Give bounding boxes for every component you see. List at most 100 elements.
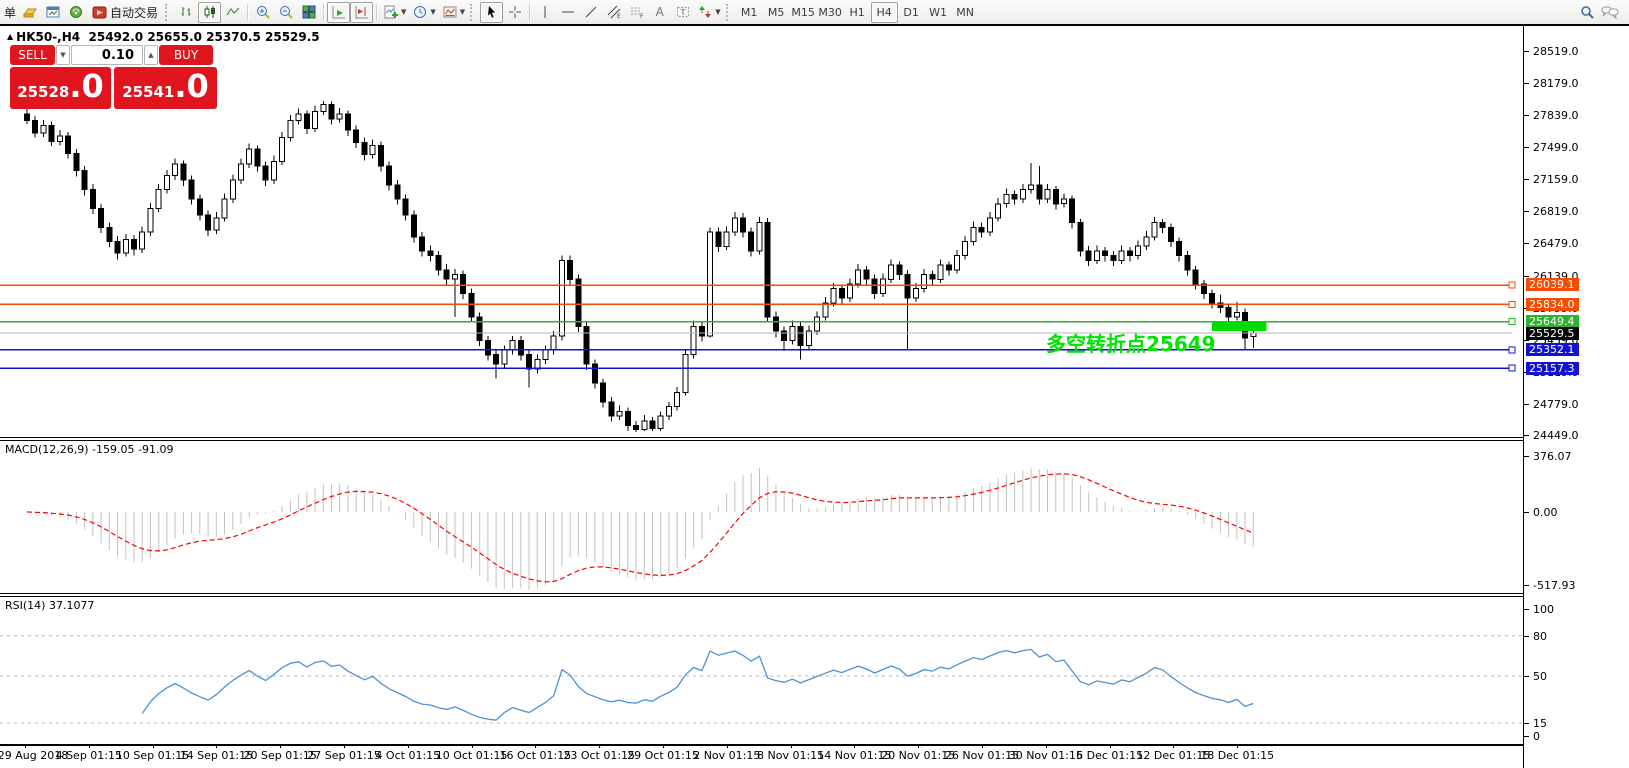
candle-body [526,354,532,370]
volume-input[interactable] [71,45,143,65]
auto-scroll-button[interactable] [327,1,351,23]
candle-body [937,264,944,280]
level-handle[interactable] [1508,346,1516,354]
channel-button[interactable]: E [602,2,625,23]
periods-icon [414,6,427,18]
timeframe-button-m1[interactable]: M1 [740,5,758,19]
highlight-box[interactable] [1212,320,1267,331]
templates-button[interactable]: ▼ [439,2,468,23]
tile-windows-button[interactable] [297,2,320,23]
timeframe-button-d1[interactable]: D1 [903,5,919,19]
level-handle[interactable] [1508,300,1516,308]
y-axis-tick [1524,83,1529,85]
candle-body [1126,250,1133,257]
timeframe-button-m5[interactable]: M5 [767,5,785,19]
fibonacci-button[interactable]: F [625,2,648,23]
text-button[interactable]: A [655,5,664,19]
community-button[interactable] [1598,2,1621,23]
zoom-in-button[interactable] [251,2,274,23]
price-axis[interactable]: 28519.0 28179.0 27839.0 27499.0 27159.0 26819… [1523,26,1629,768]
candle-body [534,358,541,370]
level-handle[interactable] [1508,281,1516,289]
candle-body [559,259,565,337]
buy-price-button[interactable]: 25541.0 [114,67,217,109]
line-chart-button[interactable] [221,2,244,23]
y-axis-tick [1524,585,1529,586]
sell-button[interactable]: SELL [10,45,55,65]
volume-increase-button[interactable]: ▲ [144,45,158,65]
time-axis[interactable]: 29 Aug 2018 4 Sep 01:15 10 Sep 01:15 14 Sep… [0,744,1523,766]
horizontal-line-button[interactable] [556,2,579,23]
toolbar-separator [247,3,249,21]
candle-body [147,208,154,233]
candlestick-chart-icon [204,6,215,18]
buy-button[interactable]: BUY [159,45,213,65]
candle-body [89,189,96,210]
profiles-button[interactable] [18,2,41,23]
candle-body [1135,245,1141,257]
candle-body [896,264,903,276]
indicators-button[interactable]: ▼ [380,2,409,23]
panel-separator[interactable] [0,593,1523,597]
sell-price-button[interactable]: 25528.0 [10,67,111,109]
candle-body [427,250,434,257]
chart-area[interactable]: ▲ HK50-,H4 25492.0 25655.0 25370.5 25529.… [0,26,1523,768]
candle-body [196,198,203,216]
timeframe-button-m30[interactable]: M30 [818,5,842,19]
timeframe-button-m15[interactable]: M15 [791,5,815,19]
collapse-arrow-icon[interactable]: ▲ [7,32,14,41]
candle-body [772,316,779,332]
toolbar-grip [725,3,732,21]
new-order-button[interactable]: 单 [2,2,18,23]
periods-button[interactable]: ▼ [409,2,438,23]
timeframe-button-h4[interactable]: H4 [870,1,898,23]
search-button[interactable] [1575,2,1598,23]
timeframe-button-h1[interactable]: H1 [849,5,865,19]
navigator-button[interactable] [64,2,87,23]
y-axis-tick-label: 376.07 [1533,449,1572,463]
dropdown-caret: ▼ [401,8,407,16]
candle-body [40,124,47,134]
volume-decrease-button[interactable]: ▼ [56,45,70,65]
y-axis-tick [1524,243,1529,245]
candle-body [641,420,648,430]
candle-body [24,113,30,122]
candle-body [254,148,261,167]
candle-body [131,239,137,250]
profiles-icon [22,8,37,18]
candle-body [1085,250,1092,261]
candle-body [1200,283,1207,294]
candle-body [452,274,458,280]
new-chart-button[interactable] [41,2,64,23]
text-label-button[interactable]: T [671,2,694,23]
candle-body [402,198,409,216]
x-axis-tick [471,744,473,748]
vertical-line-button[interactable] [533,2,556,23]
candle-body [114,241,121,254]
y-axis-tick-label: 26819.0 [1533,205,1579,219]
zoom-out-button[interactable] [274,2,297,23]
arrows-button[interactable]: ▼ [694,2,723,23]
sell-price-big-digit: .0 [69,67,104,105]
candle-body [48,124,55,142]
chart-annotation-text[interactable]: 多空转折点25649 [1046,332,1216,356]
y-axis-tick-label: 0 [1533,730,1540,743]
date-label: 18 Dec 01:15 [1200,749,1275,762]
candle-body [690,325,697,356]
timeframe-button-mn[interactable]: MN [956,5,974,19]
cursor-button[interactable] [480,1,504,23]
price-level-label: 25649.4 [1526,315,1579,329]
candlestick-chart-button[interactable] [198,1,222,23]
dropdown-caret: ▼ [430,8,436,16]
trendline-button[interactable] [579,2,602,23]
timeframe-button-w1[interactable]: W1 [929,5,948,19]
autotrade-button[interactable]: 自动交易 [87,2,163,23]
crosshair-button[interactable] [503,2,526,23]
bars-chart-button[interactable] [175,2,198,23]
candle-body [674,392,681,408]
level-handle[interactable] [1508,364,1516,372]
chart-shift-button[interactable] [350,1,374,23]
candle-body [1184,255,1191,271]
panel-separator[interactable] [0,437,1523,441]
level-handle[interactable] [1508,318,1516,326]
